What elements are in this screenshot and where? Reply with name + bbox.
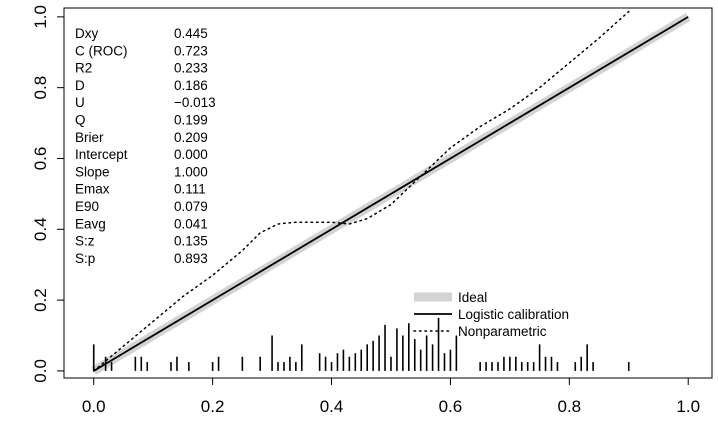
legend: Ideal Logistic calibration Nonparametric	[413, 290, 569, 339]
stat-value: 0.000	[174, 147, 208, 162]
logistic-calibration-line	[93, 16, 689, 372]
stat-value: 0.186	[174, 78, 208, 93]
stat-value: 0.445	[174, 26, 208, 41]
stat-name: Eavg	[75, 216, 106, 231]
stat-value: 0.135	[174, 234, 208, 249]
y-tick-label: 0.2	[31, 288, 50, 312]
stat-value: 0.079	[174, 199, 208, 214]
x-tick-label: 0.6	[439, 397, 463, 416]
y-tick-label: 0.0	[31, 359, 50, 383]
stat-name: S:z	[75, 234, 95, 249]
x-tick-label: 0.4	[320, 397, 344, 416]
rug-layer	[92, 317, 630, 371]
stat-name: R2	[75, 61, 92, 76]
x-tick-label: 0.0	[82, 397, 106, 416]
series-layer	[92, 10, 689, 372]
stats-block: Dxy 0.445 C (ROC) 0.723 R2 0.233 D 0.186 U −0.013…	[75, 26, 216, 266]
nonparametric-line	[92, 10, 630, 372]
stat-value: 0.111	[174, 182, 206, 197]
stat-value: 0.209	[174, 130, 208, 145]
stat-value: 0.041	[174, 216, 208, 231]
stat-name: Slope	[75, 164, 110, 179]
y-tick-label: 0.6	[31, 147, 50, 171]
stat-value: 1.000	[174, 164, 208, 179]
stat-name: Brier	[75, 130, 104, 145]
x-tick-label: 0.2	[201, 397, 225, 416]
y-tick-label: 0.8	[31, 76, 50, 100]
stat-value: 0.893	[174, 251, 208, 266]
stat-name: Dxy	[75, 26, 98, 41]
stat-name: E90	[75, 199, 99, 214]
stat-value: 0.723	[174, 43, 208, 58]
legend-logistic-label: Logistic calibration	[458, 307, 569, 322]
stat-value: 0.233	[174, 61, 208, 76]
stat-name: U	[75, 95, 85, 110]
stat-name: Intercept	[75, 147, 128, 162]
y-tick-label: 0.4	[31, 217, 50, 241]
stat-name: C (ROC)	[75, 43, 128, 58]
stat-name: Q	[75, 113, 86, 128]
y-tick-label: 1.0	[31, 5, 50, 29]
stat-value: 0.199	[174, 113, 208, 128]
stat-name: Emax	[75, 182, 110, 197]
x-axis: 0.0 0.2 0.4 0.6 0.8 1.0	[82, 377, 700, 416]
legend-nonparametric-label: Nonparametric	[458, 324, 547, 339]
stat-name: D	[75, 78, 85, 93]
x-tick-label: 0.8	[558, 397, 582, 416]
legend-ideal-label: Ideal	[458, 290, 487, 305]
x-tick-label: 1.0	[676, 397, 700, 416]
stat-name: S:p	[75, 251, 95, 266]
y-axis: 0.0 0.2 0.4 0.6 0.8 1.0	[31, 5, 65, 383]
stat-value: −0.013	[174, 95, 216, 110]
